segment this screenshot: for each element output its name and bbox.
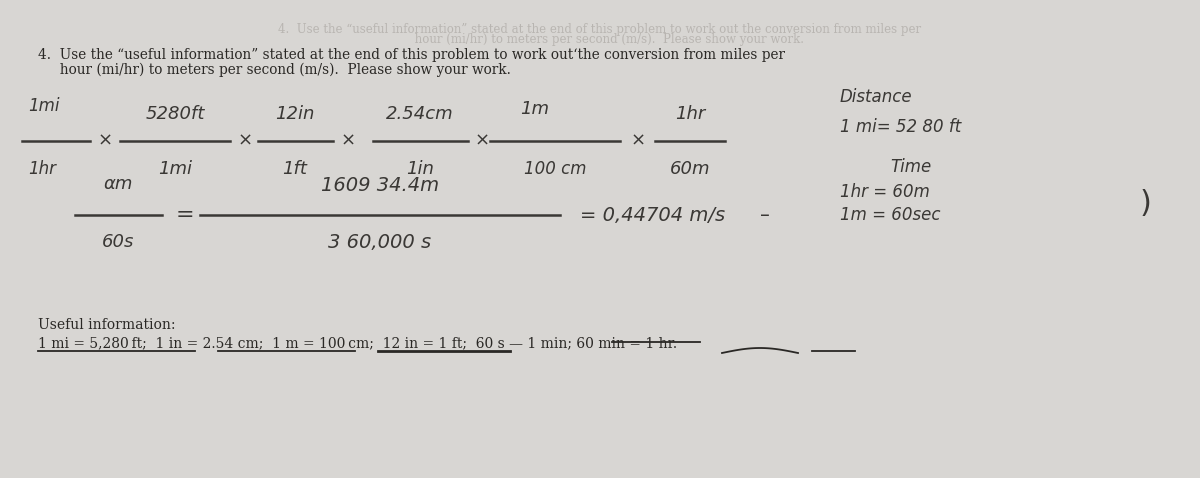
Text: 60m: 60m	[670, 160, 710, 178]
Text: 5280ft: 5280ft	[145, 105, 205, 123]
Text: 1mi: 1mi	[28, 97, 60, 115]
Text: ): )	[1139, 188, 1151, 217]
Text: 3 60,000 s: 3 60,000 s	[329, 233, 432, 252]
Text: ×: ×	[474, 132, 490, 150]
Text: 1in: 1in	[406, 160, 434, 178]
Text: 1m = 60sec: 1m = 60sec	[840, 206, 941, 224]
Text: =: =	[175, 205, 194, 225]
Text: hour (mi/hr) to meters per second (m/s).  Please show your work.: hour (mi/hr) to meters per second (m/s).…	[396, 33, 804, 46]
Text: Distance: Distance	[840, 88, 913, 106]
Text: ×: ×	[238, 132, 252, 150]
Text: ×: ×	[97, 132, 113, 150]
Text: 1 mi= 52 80 ft: 1 mi= 52 80 ft	[840, 118, 961, 136]
Text: 1mi: 1mi	[158, 160, 192, 178]
Text: Useful information:: Useful information:	[38, 318, 175, 332]
Text: 1hr: 1hr	[28, 160, 56, 178]
Text: 4.  Use the “useful information” stated at the end of this problem to work out t: 4. Use the “useful information” stated a…	[278, 23, 922, 36]
Text: –: –	[760, 206, 770, 225]
Text: 4.  Use the “useful information” stated at the end of this problem to work out‘t: 4. Use the “useful information” stated a…	[38, 48, 785, 62]
Text: 1 mi = 5,280 ft;  1 in = 2.54 cm;  1 m = 100 cm;  12 in = 1 ft;  60 s — 1 min; 6: 1 mi = 5,280 ft; 1 in = 2.54 cm; 1 m = 1…	[38, 336, 677, 350]
Text: hour (mi/hr) to meters per second (m/s).  Please show your work.: hour (mi/hr) to meters per second (m/s).…	[38, 63, 511, 77]
Text: 1609 34.4m: 1609 34.4m	[320, 176, 439, 195]
Text: αm: αm	[103, 175, 133, 193]
Text: 1m: 1m	[521, 100, 550, 118]
Text: 2.54cm: 2.54cm	[386, 105, 454, 123]
Text: 100 cm: 100 cm	[523, 160, 587, 178]
Text: ×: ×	[630, 132, 646, 150]
Text: ×: ×	[341, 132, 355, 150]
Text: Time: Time	[890, 158, 931, 176]
Text: = 0,44704 m/s: = 0,44704 m/s	[580, 206, 725, 225]
Text: 1hr: 1hr	[674, 105, 706, 123]
Text: 1ft: 1ft	[282, 160, 307, 178]
Text: 1hr = 60m: 1hr = 60m	[840, 183, 930, 201]
Text: 12in: 12in	[275, 105, 314, 123]
Text: 60s: 60s	[102, 233, 134, 251]
